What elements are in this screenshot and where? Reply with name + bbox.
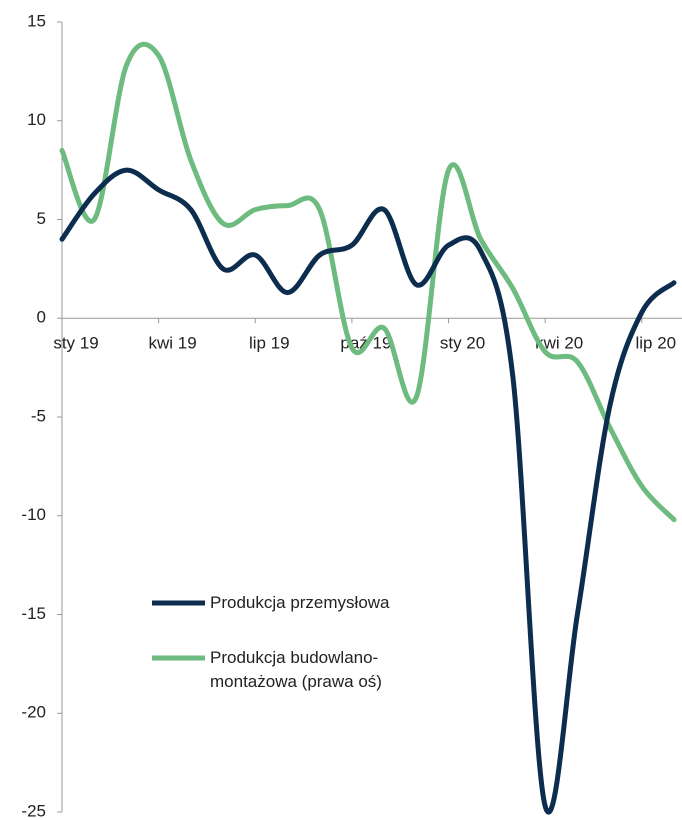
y-tick-label: -5 <box>31 406 46 425</box>
x-tick-label: sty 20 <box>440 334 485 353</box>
y-tick-label: -15 <box>21 604 46 623</box>
y-tick-label: 5 <box>37 209 46 228</box>
x-tick-label: sty 19 <box>53 334 98 353</box>
legend-label: Produkcja przemysłowa <box>210 593 390 612</box>
series-line <box>59 41 677 523</box>
y-tick-label: 0 <box>37 308 46 327</box>
x-tick-label: kwi 19 <box>149 334 197 353</box>
series-line <box>59 167 677 815</box>
y-tick-label: 15 <box>27 11 46 30</box>
legend-label: Produkcja budowlano-montażowa (prawa oś) <box>210 648 382 691</box>
y-tick-label: 10 <box>27 110 46 129</box>
x-tick-label: kwi 20 <box>535 334 583 353</box>
y-tick-label: -25 <box>21 801 46 820</box>
x-tick-label: lip 20 <box>635 334 676 353</box>
x-tick-label: lip 19 <box>249 334 290 353</box>
y-tick-label: -20 <box>21 703 46 722</box>
y-tick-label: -10 <box>21 505 46 524</box>
